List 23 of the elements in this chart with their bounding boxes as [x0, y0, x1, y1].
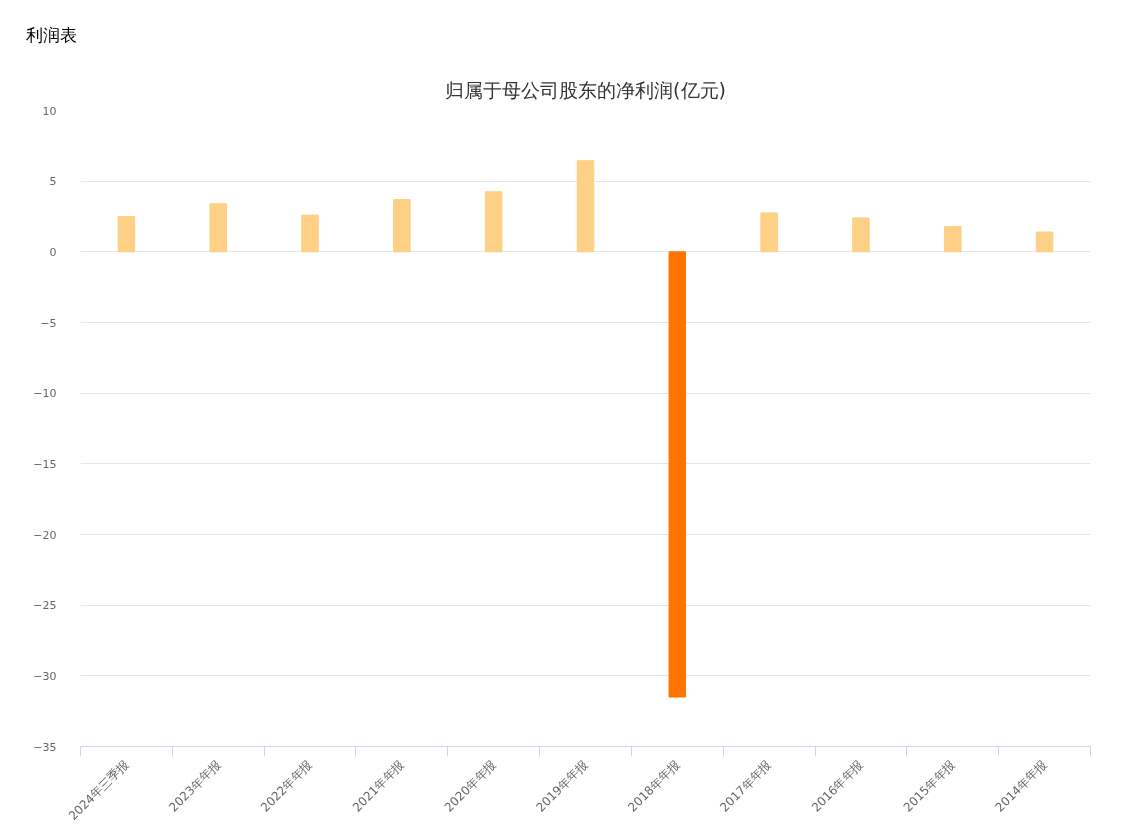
bar — [117, 216, 136, 253]
text: 利润表 — [25, 24, 77, 45]
y-tick-label: −15 — [33, 457, 57, 471]
y-tick-label: −30 — [33, 669, 57, 683]
y-tick-label: −20 — [33, 528, 57, 542]
y-tick-label: −25 — [33, 599, 57, 613]
y-tick-label: 5 — [49, 175, 57, 189]
y-tick-label: 10 — [42, 104, 57, 118]
bar — [484, 191, 503, 253]
bar — [944, 225, 962, 253]
chart-title: 归属于母公司股东的净利润(亿元) — [445, 78, 726, 101]
y-tick-label: −10 — [33, 387, 57, 401]
bar — [1035, 231, 1054, 253]
y-tick-label: −35 — [33, 740, 57, 754]
bar — [852, 217, 870, 253]
y-tick-label: −5 — [40, 316, 57, 330]
bar — [576, 160, 595, 253]
bar — [393, 199, 411, 253]
bar — [209, 203, 227, 253]
bar — [301, 214, 319, 253]
y-tick-label: 0 — [49, 245, 57, 259]
bar — [760, 212, 778, 253]
bar — [668, 251, 687, 698]
